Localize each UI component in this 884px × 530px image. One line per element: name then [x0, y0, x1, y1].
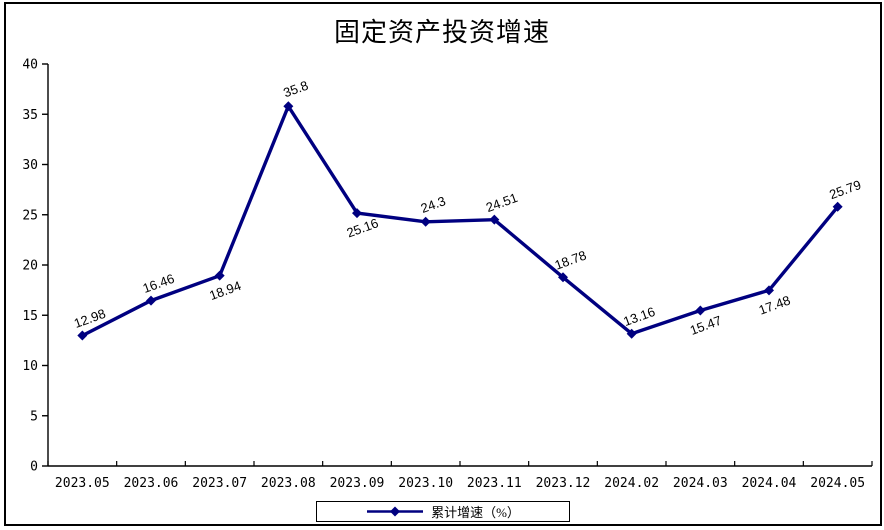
y-tick-label: 20	[22, 259, 38, 274]
x-tick-label: 2023.12	[536, 476, 591, 491]
y-tick-label: 5	[30, 409, 38, 424]
data-point-marker	[558, 272, 568, 283]
data-point-marker	[695, 305, 706, 316]
x-tick-label: 2023.10	[398, 476, 453, 491]
data-point-marker	[420, 216, 431, 227]
x-tick-label: 2024.05	[810, 476, 865, 491]
data-point-marker	[626, 328, 637, 339]
data-point-label: 15.47	[688, 313, 724, 338]
x-tick-label: 2023.09	[330, 476, 385, 491]
data-point-label: 25.16	[345, 215, 381, 240]
data-point-marker	[352, 208, 362, 219]
x-tick-label: 2023.05	[55, 476, 110, 491]
chart-title: 固定资产投资增速	[333, 18, 550, 47]
data-point-label: 18.78	[553, 247, 589, 272]
data-point-label: 17.48	[757, 292, 793, 317]
data-point-marker	[214, 270, 225, 281]
y-tick-label: 25	[22, 208, 38, 223]
data-point-label: 18.94	[207, 278, 243, 303]
y-tick-label: 0	[30, 460, 38, 475]
x-tick-label: 2024.04	[742, 476, 797, 491]
x-tick-label: 2023.07	[192, 476, 247, 491]
x-tick-label: 2023.11	[467, 476, 522, 491]
y-tick-label: 10	[22, 359, 38, 374]
chart-outer-border	[4, 2, 882, 526]
y-tick-label: 40	[22, 58, 38, 73]
y-tick-label: 35	[22, 108, 38, 123]
x-tick-label: 2024.03	[673, 476, 728, 491]
series-line	[81, 102, 840, 338]
data-point-marker	[146, 295, 156, 306]
data-point-label: 25.79	[827, 177, 863, 202]
x-tick-label: 2023.08	[261, 476, 316, 491]
data-point-label: 24.51	[484, 190, 520, 215]
legend: 累计增速（%）	[316, 501, 570, 522]
x-tick-label: 2024.02	[604, 476, 659, 491]
data-point-marker	[283, 101, 294, 112]
data-point-marker	[764, 285, 774, 296]
x-tick-label: 2023.06	[124, 476, 179, 491]
data-point-label: 35.8	[281, 78, 310, 101]
y-tick-label: 15	[22, 309, 38, 324]
data-point-marker	[489, 214, 500, 225]
legend-line-marker-icon	[367, 506, 424, 517]
y-tick-label: 30	[22, 158, 38, 173]
data-point-label: 24.3	[419, 193, 448, 216]
data-point-marker	[77, 330, 88, 341]
data-point-marker	[832, 201, 843, 212]
legend-series-label: 累计增速（%）	[431, 505, 520, 520]
